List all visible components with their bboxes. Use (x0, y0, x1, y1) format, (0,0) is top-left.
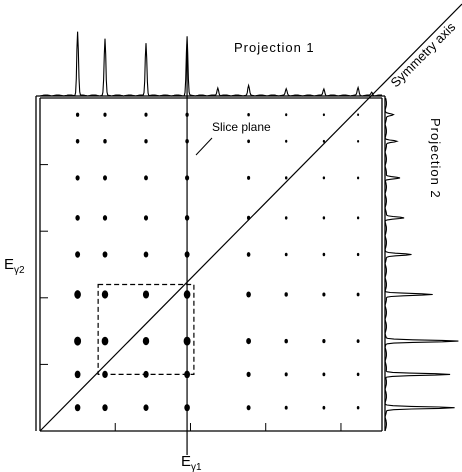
x-axis-title-sub: γ1 (191, 462, 202, 472)
coincidence-peak (356, 372, 360, 377)
svg-text:Eγ1: Eγ1 (181, 453, 202, 472)
coincidence-peak (183, 290, 191, 299)
coincidence-peak (74, 370, 81, 379)
coincidence-peak (75, 112, 80, 117)
coincidence-peak (75, 215, 80, 221)
coincidence-peak (184, 370, 191, 379)
projection2-label: Projection 2 (428, 118, 443, 199)
slice-plane-label: Slice plane (212, 120, 271, 134)
symmetry-axis-line (39, 3, 462, 432)
coincidence-peak (322, 176, 326, 180)
coincidence-peak (185, 175, 190, 181)
coincidence-peak (75, 175, 80, 181)
coincidence-peak (184, 215, 190, 221)
coincidence-peak (246, 252, 251, 257)
projection1-label: Projection 1 (234, 40, 315, 55)
coincidence-peak (322, 372, 326, 377)
coincidence-peak (356, 216, 360, 220)
coincidence-peak (357, 113, 360, 117)
coincidence-peak (247, 175, 251, 180)
x-axis-title-base: E (181, 453, 191, 470)
coincidence-peak (284, 176, 288, 180)
coincidence-peak (75, 138, 80, 144)
coincidence-peak (246, 337, 252, 345)
coincidence-peak (322, 292, 326, 297)
coincidence-peak (246, 405, 251, 411)
coincidence-peak (103, 112, 107, 117)
y-axis-title-base: E (4, 256, 14, 273)
coincidence-peak (356, 252, 360, 257)
coincidence-peak (184, 404, 190, 412)
coincidence-peak (285, 113, 288, 117)
coincidence-peak (102, 215, 108, 221)
coincidence-peak (246, 371, 251, 378)
coincidence-peak (247, 139, 250, 144)
coincidence-peak (144, 139, 148, 144)
coincidence-peak (102, 251, 108, 258)
slice-plane-pointer (195, 137, 213, 156)
coincidence-peak (322, 216, 326, 220)
coincidence-peak (102, 370, 108, 379)
coincidence-peak (144, 175, 148, 181)
coincidence-peak (143, 215, 149, 221)
coincidence-peaks (74, 112, 360, 412)
coincidence-peak (102, 404, 108, 412)
coincidence-peak (356, 339, 360, 343)
coincidence-peak (284, 216, 288, 220)
coincidence-peak (74, 290, 81, 299)
coincidence-peak (184, 251, 190, 258)
coincidence-peak (142, 336, 150, 346)
coincidence-peak (144, 112, 148, 117)
coincidence-peak (322, 113, 325, 117)
coincidence-peak (356, 292, 360, 297)
coincidence-peak (183, 336, 191, 346)
coincidence-peak (101, 290, 109, 299)
coincidence-peak (284, 405, 288, 410)
coincidence-peak (322, 405, 326, 410)
coincidence-peak (75, 251, 81, 258)
coincidence-peak (356, 176, 360, 180)
x-axis-title: Eγ1 (181, 453, 202, 472)
coincidence-peak (185, 138, 189, 144)
coincidence-peak (284, 252, 288, 257)
coincidence-peak (74, 336, 82, 346)
y-axis-title: Eγ2 (4, 256, 25, 276)
coincidence-peak (356, 406, 360, 410)
axis-ticks (40, 164, 342, 431)
coincidence-peak (143, 404, 149, 412)
projection1-spectrum (39, 31, 382, 97)
coincidence-peak (101, 336, 109, 346)
coincidence-peak (247, 113, 250, 117)
coincidence-peak (285, 139, 288, 143)
coincidence-peak (322, 252, 326, 257)
coincidence-peak (74, 404, 81, 412)
coincidence-peak (246, 291, 251, 298)
coincidence-peak (357, 139, 360, 143)
coincidence-peak (103, 139, 107, 144)
coincidence-peak (143, 251, 149, 258)
coincidence-peak (322, 339, 326, 344)
svg-text:Eγ2: Eγ2 (4, 256, 25, 276)
coincidence-peak (185, 112, 189, 117)
coincidence-peak (142, 290, 150, 299)
coincidence-peak (284, 292, 288, 297)
projection2-spectrum (384, 97, 459, 432)
y-axis-title-sub: γ2 (14, 265, 25, 276)
coincidence-peak (322, 139, 325, 143)
matrix-frame (35, 95, 386, 432)
coincidence-peak (284, 372, 288, 377)
symmetry-axis-label: Symmetry axis (388, 19, 459, 90)
coincidence-peak (103, 175, 107, 181)
coincidence-peak (143, 370, 149, 378)
coincidence-peak (246, 215, 251, 221)
coincidence-peak (284, 338, 288, 344)
